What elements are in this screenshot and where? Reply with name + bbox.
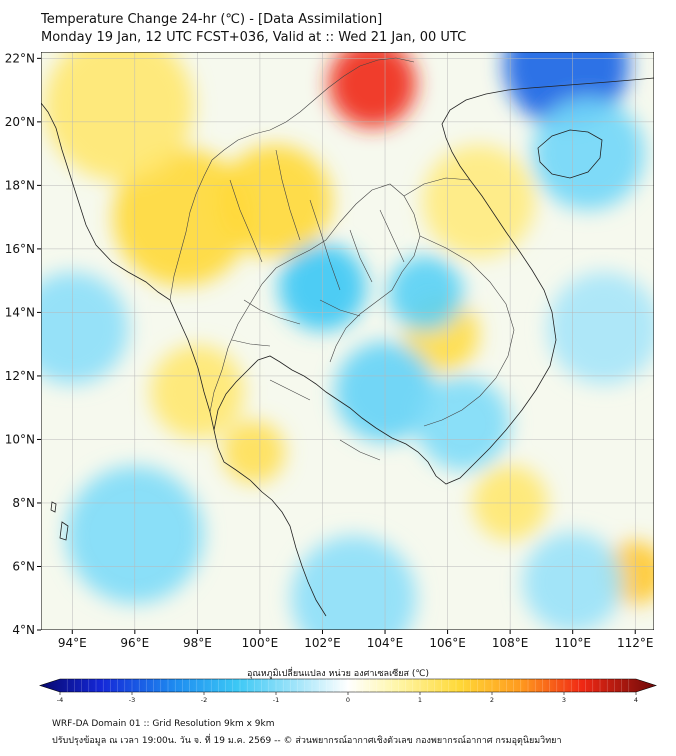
- lat-label: 6°N: [12, 559, 35, 573]
- lat-label: 14°N: [5, 305, 35, 319]
- small-island: [59, 521, 69, 541]
- lon-label: 98°E: [183, 636, 212, 650]
- lon-label: 102°E: [304, 636, 341, 650]
- colorbar-tick-label: -3: [129, 696, 135, 704]
- country-border-2: [169, 57, 415, 301]
- latitude-labels: 22°N 20°N 18°N 16°N 14°N 12°N 10°N 8°N 6°N 4°N: [5, 51, 41, 637]
- lon-label: 108°E: [492, 636, 529, 650]
- field-blob: [416, 376, 511, 471]
- longitude-labels: 94°E 96°E 98°E 100°E 102°E 104°E 106°E 108°E 110…: [58, 630, 654, 650]
- lon-label: 96°E: [120, 636, 149, 650]
- lat-label: 18°N: [5, 178, 35, 192]
- field-layer: [41, 52, 654, 630]
- lon-label: 94°E: [58, 636, 87, 650]
- colorbar-tick-label: -2: [201, 696, 207, 704]
- colorbar-tick-label: 3: [562, 696, 566, 704]
- colorbar-tick-label: 1: [418, 696, 422, 704]
- field-blob: [44, 52, 195, 182]
- lat-label: 4°N: [12, 623, 35, 637]
- field-blob: [388, 255, 464, 331]
- lat-label: 22°N: [5, 51, 35, 65]
- colorbar-tick-label: 2: [490, 696, 494, 704]
- field-blob: [222, 420, 285, 484]
- colorbar-tick-label: -1: [273, 696, 279, 704]
- lon-label: 106°E: [429, 636, 466, 650]
- lat-label: 8°N: [12, 496, 35, 510]
- colorbar-label: อุณหภูมิเปลี่ยนแปลง หน่วย องศาเซลเซียส (…: [246, 669, 430, 679]
- country-border-3: [403, 177, 515, 427]
- lat-label: 12°N: [5, 369, 35, 383]
- footer-model-info: WRF-DA Domain 01 :: Grid Resolution 9km …: [52, 719, 275, 729]
- map-title: Temperature Change 24-hr (℃) - [Data Ass…: [41, 12, 383, 27]
- coastlines: [41, 77, 654, 617]
- field-blob: [547, 272, 654, 385]
- borders: [169, 57, 515, 461]
- lon-label: 104°E: [367, 636, 404, 650]
- footer-credit: ปรับปรุงข้อมูล ณ เวลา 19:00น. วัน จ. ที่…: [52, 736, 562, 746]
- lat-label: 20°N: [5, 115, 35, 129]
- field-blob: [328, 52, 417, 128]
- field-blob: [41, 272, 129, 385]
- lon-label: 100°E: [242, 636, 279, 650]
- colorbar-tick-label: 4: [634, 696, 638, 704]
- field-blob: [422, 144, 536, 258]
- small-island-2: [50, 501, 57, 513]
- field-blob: [219, 144, 332, 258]
- lat-label: 10°N: [5, 432, 35, 446]
- colorbar: -4 -3 -2 -1 0 1 2 3 4: [39, 678, 657, 704]
- field-blob: [112, 148, 251, 286]
- colorbar-tick-label: -4: [57, 696, 63, 704]
- lat-label: 16°N: [5, 242, 35, 256]
- lon-label: 112°E: [617, 636, 654, 650]
- field-blob: [532, 97, 645, 210]
- graticule: [41, 52, 654, 630]
- hainan-island: [537, 129, 603, 179]
- mainland-coastline: [41, 102, 327, 617]
- lon-label: 110°E: [554, 636, 591, 650]
- map-subtitle: Monday 19 Jan, 12 UTC FCST+036, Valid at…: [41, 30, 467, 45]
- colorbar-ticks: -4 -3 -2 -1 0 1 2 3 4: [57, 679, 638, 704]
- province-lines: [229, 149, 405, 461]
- colorbar-tick-label: 0: [346, 696, 350, 704]
- country-border: [209, 183, 421, 413]
- gulf-of-thailand-coast: [213, 77, 654, 485]
